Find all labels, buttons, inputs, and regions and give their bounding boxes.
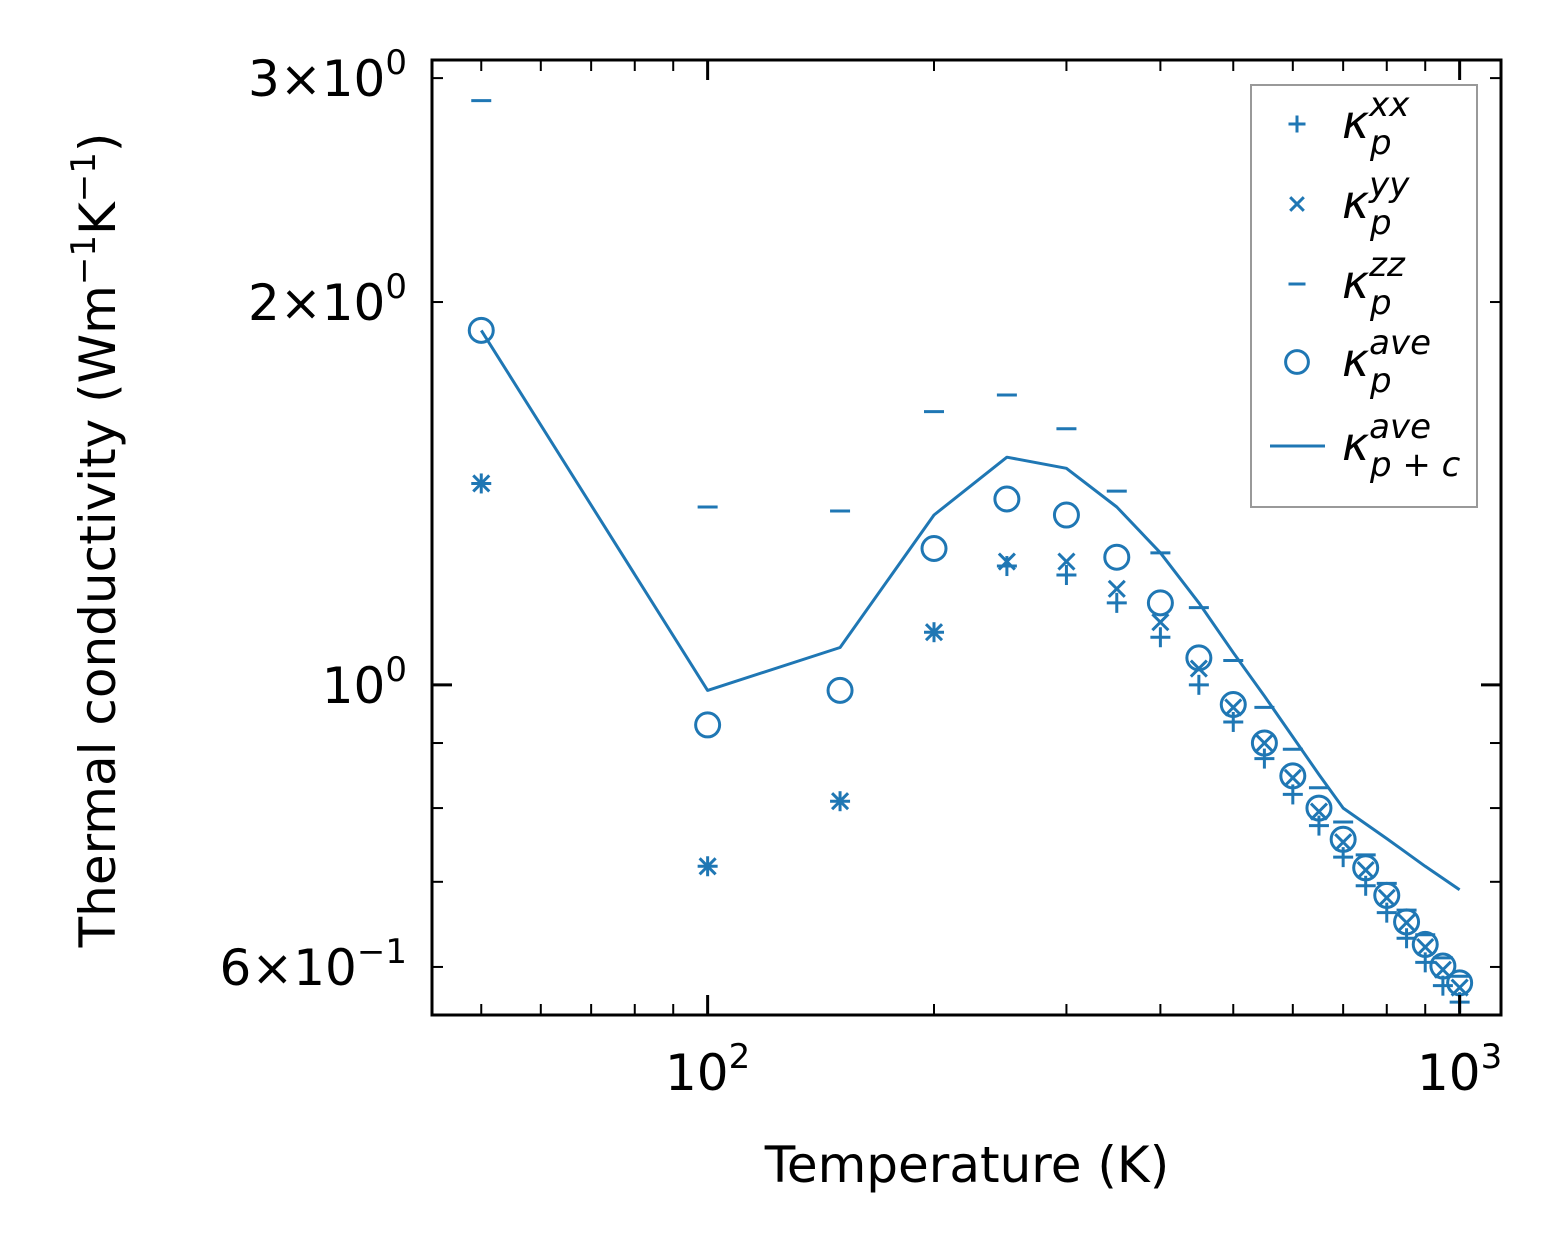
legend-yy-label: κyy p: [1342, 165, 1410, 243]
series-yy-point-d2: [1377, 888, 1396, 907]
y-tick-label: 6×10−1: [220, 932, 407, 997]
series-ave-point: [993, 485, 1021, 513]
series-ave-point: [1329, 825, 1357, 853]
series-yy-point-d2: [1433, 960, 1452, 979]
series-yy-point: [1433, 960, 1452, 979]
series-xx-point: [996, 556, 1017, 577]
series-yy-point-d2: [1057, 552, 1076, 571]
series-yy-point: [1416, 937, 1435, 957]
legend-xx-label: κxx p: [1342, 85, 1410, 163]
x-tick-label: 103: [1417, 1037, 1502, 1102]
series-ave-point: [467, 316, 495, 344]
series-yy-point-d2: [997, 552, 1016, 571]
series-yy-point-d2: [1151, 613, 1170, 632]
legend-ave_pc-label: κave p + c: [1342, 407, 1461, 485]
series-ave-point: [1411, 930, 1439, 958]
series-ave-point: [1219, 691, 1247, 719]
series-xx-point: [1150, 627, 1171, 648]
y-tick-label: 100: [322, 650, 407, 715]
series-xx-point: [1056, 565, 1077, 586]
legend-ave-swatch: [1284, 349, 1310, 375]
series-xx-point: [1106, 592, 1127, 613]
series-yy-point-d2: [698, 857, 717, 876]
series-ave-point: [1305, 794, 1333, 822]
series-yy-point: [1377, 888, 1396, 907]
plot-marks: [467, 99, 1474, 1013]
series-yy-point-d2: [472, 474, 491, 493]
series-ave_pc-line: [480, 329, 1461, 892]
tick-labels: 102 103 3×100 2×100 100 6×10−1: [220, 43, 1503, 1102]
legend-ave-label: κave p: [1342, 323, 1431, 401]
legend-yy-swatch: [1289, 196, 1305, 212]
series-yy-point: [997, 552, 1016, 571]
legend-xx-swatch: [1288, 115, 1306, 133]
series-yy-point-d2: [1283, 768, 1302, 787]
series-yy-point: [472, 474, 491, 493]
series-yy-point-d2: [1356, 861, 1375, 880]
series-yy-point-d2: [1334, 833, 1353, 852]
series-ave-point: [1103, 543, 1131, 571]
series-ave-point: [1146, 589, 1174, 617]
series-ave-point: [1373, 881, 1401, 909]
series-ave-point: [1052, 501, 1080, 529]
series-yy-point: [1397, 913, 1416, 932]
series-yy-point: [1107, 579, 1126, 598]
series-yy-point-d2: [1309, 802, 1329, 821]
series-ave-point: [1279, 762, 1307, 790]
series-yy-point: [1334, 833, 1353, 852]
series-yy-point: [1309, 802, 1329, 821]
legend-zz-label: κzz p: [1342, 245, 1406, 323]
series-yy-point: [1224, 698, 1243, 717]
series-yy-point-d2: [830, 792, 850, 811]
series-xx-point: [1254, 748, 1275, 769]
series-yy-point: [830, 792, 850, 811]
series-ave-point: [826, 676, 854, 704]
x-axis-label: Temperature (K): [764, 1136, 1169, 1194]
y-tick-label: 2×100: [248, 267, 407, 332]
series-ave-point: [1393, 908, 1421, 936]
y-tick-label: 3×100: [248, 43, 407, 108]
series-yy-point: [924, 623, 944, 642]
legend-yy-swatch-d2: [1289, 196, 1305, 212]
axis-ticks: [432, 60, 1501, 1015]
y-axis-label: Thermal conductivity (Wm−1K−1): [64, 133, 127, 949]
series-yy-point: [1057, 552, 1076, 571]
series-ave-point: [920, 535, 948, 563]
series-ave-point: [1352, 854, 1380, 882]
x-tick-label: 102: [665, 1037, 750, 1102]
series-ave-point: [1446, 969, 1474, 997]
series-xx-point: [1188, 674, 1209, 695]
series-yy-point-d2: [1224, 698, 1243, 717]
series-ave-point: [1250, 729, 1278, 757]
series-yy-point-d2: [1397, 913, 1416, 932]
series-yy-point: [1255, 733, 1274, 753]
series-ave-point: [1429, 952, 1457, 980]
series-yy-point: [1283, 768, 1302, 787]
series-yy-point: [1151, 613, 1170, 632]
series-yy-point-d2: [924, 623, 944, 642]
series-ave-point: [694, 711, 722, 739]
series-ave-point: [1185, 644, 1213, 672]
series-yy-point-d2: [1255, 733, 1274, 753]
series-yy-point-d2: [1107, 579, 1126, 598]
series-yy-point: [698, 857, 717, 876]
legend-box: [1250, 84, 1478, 508]
series-yy-point-d2: [1416, 937, 1435, 957]
plot-frame: [430, 58, 1503, 1017]
series-yy-point: [1356, 861, 1375, 880]
